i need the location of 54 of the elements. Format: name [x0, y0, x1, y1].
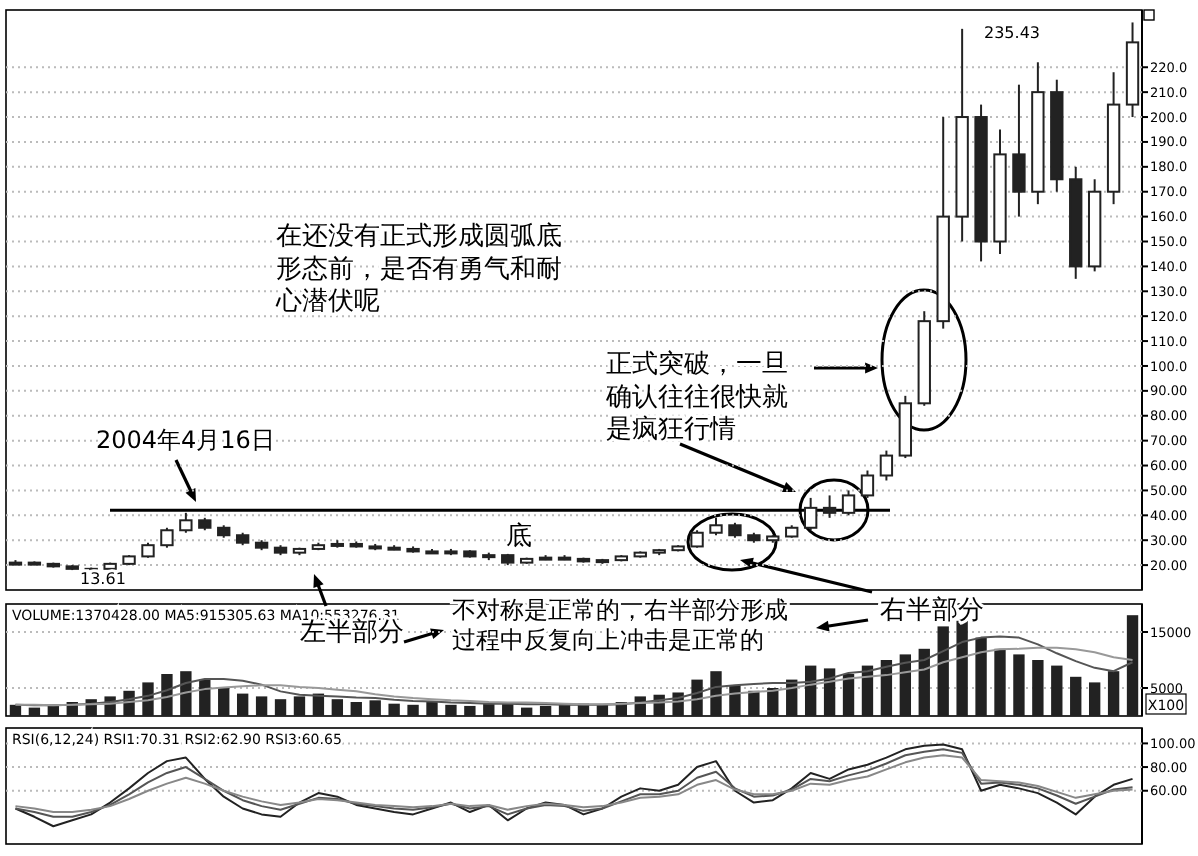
- bar: [956, 620, 968, 716]
- bar: [445, 704, 457, 716]
- bar: [767, 688, 779, 716]
- bar: [994, 648, 1006, 716]
- bar: [975, 637, 987, 716]
- bar: [331, 699, 344, 716]
- bar: [1013, 654, 1025, 716]
- candlestick: [160, 526, 174, 549]
- bar: [1107, 671, 1120, 716]
- bar: [520, 707, 533, 716]
- bar: [464, 705, 476, 716]
- bar: [407, 704, 419, 716]
- bar: [842, 674, 855, 716]
- bar: [918, 648, 930, 716]
- bar: [255, 696, 268, 716]
- bar: [388, 703, 400, 716]
- annotation: 13.61: [80, 570, 126, 588]
- candlestick: [860, 469, 875, 499]
- annotation: 底: [506, 522, 532, 552]
- bar: [274, 699, 287, 716]
- candlestick: [841, 489, 856, 517]
- bar: [218, 688, 230, 716]
- annotation: 不对称是正常的，右半部分形成过程中反复向上冲击是正常的: [452, 596, 788, 654]
- bar: [880, 660, 893, 716]
- annotation: 左半部分: [300, 618, 404, 648]
- bar: [748, 690, 760, 716]
- candlestick: [179, 511, 193, 534]
- bar: [369, 700, 381, 716]
- bar: [28, 707, 41, 716]
- annotation: 正式突破，一旦确认往往很快就是疯狂行情: [604, 350, 788, 445]
- bar: [1070, 676, 1082, 716]
- candlestick: [822, 494, 837, 519]
- annotation: 右半部分: [880, 596, 984, 626]
- bar: [180, 671, 192, 716]
- bar: [1032, 660, 1044, 716]
- bar: [710, 671, 722, 716]
- bar: [236, 693, 249, 716]
- bar: [426, 702, 438, 716]
- bar: [350, 702, 362, 716]
- candlestick: [803, 496, 818, 532]
- bar: [1126, 615, 1139, 716]
- annotation: 在还没有正式形成圆弧底形态前，是否有勇气和耐心潜伏呢: [274, 222, 562, 317]
- annotation: 235.43: [984, 24, 1040, 42]
- bar: [9, 704, 22, 716]
- bar: [937, 626, 949, 716]
- bar: [47, 705, 60, 716]
- bar: [1088, 682, 1101, 716]
- candlestick: [1012, 83, 1026, 218]
- bar: [899, 654, 912, 716]
- candlestick: [879, 449, 894, 482]
- annotation: 2004年4月16日: [96, 426, 275, 454]
- bar: [293, 696, 306, 716]
- bar: [539, 705, 552, 716]
- bar: [1051, 665, 1063, 716]
